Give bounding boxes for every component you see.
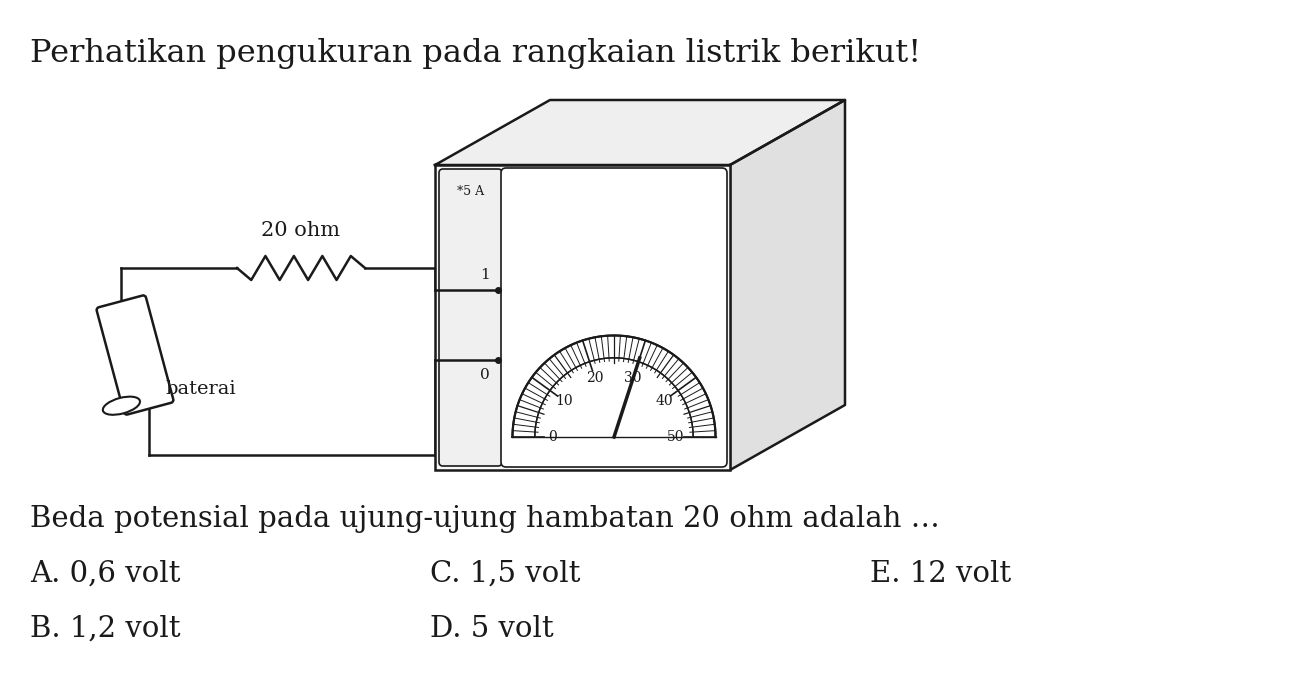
Text: 0: 0 — [480, 368, 489, 382]
Text: 40: 40 — [655, 393, 673, 408]
Text: D. 5 volt: D. 5 volt — [430, 615, 554, 643]
Polygon shape — [513, 335, 715, 437]
FancyBboxPatch shape — [501, 168, 727, 467]
Text: 10: 10 — [555, 393, 573, 408]
Polygon shape — [729, 100, 845, 470]
Text: C. 1,5 volt: C. 1,5 volt — [430, 560, 580, 588]
Text: 20: 20 — [586, 371, 604, 385]
Text: 30: 30 — [625, 371, 642, 385]
Ellipse shape — [102, 397, 140, 415]
Bar — [436, 165, 729, 470]
FancyBboxPatch shape — [440, 169, 502, 466]
Text: Beda potensial pada ujung-ujung hambatan 20 ohm adalah …: Beda potensial pada ujung-ujung hambatan… — [30, 505, 939, 533]
Text: *5 A: *5 A — [457, 185, 484, 198]
Text: 0: 0 — [548, 430, 556, 444]
Polygon shape — [436, 100, 845, 165]
FancyBboxPatch shape — [97, 295, 173, 414]
Text: 20 ohm: 20 ohm — [261, 221, 341, 240]
Text: B. 1,2 volt: B. 1,2 volt — [30, 615, 181, 643]
Text: E. 12 volt: E. 12 volt — [870, 560, 1012, 588]
Text: Perhatikan pengukuran pada rangkaian listrik berikut!: Perhatikan pengukuran pada rangkaian lis… — [30, 38, 921, 69]
Text: 50: 50 — [666, 430, 685, 444]
Text: A. 0,6 volt: A. 0,6 volt — [30, 560, 180, 588]
Text: baterai: baterai — [165, 380, 236, 398]
Text: 1: 1 — [480, 268, 489, 282]
